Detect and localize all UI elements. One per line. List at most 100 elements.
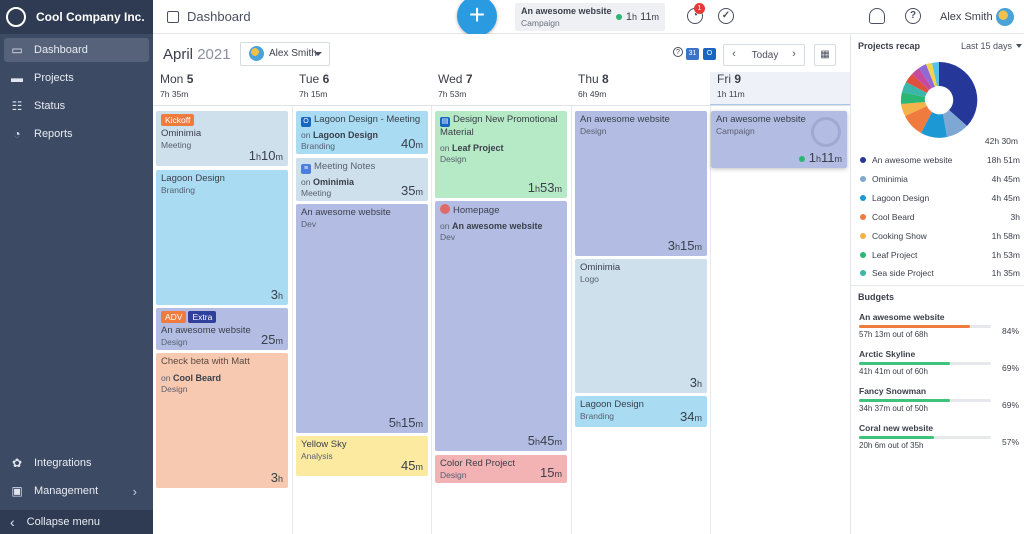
donut-slice-other (926, 63, 937, 87)
today-button[interactable]: Today (751, 50, 779, 61)
event-title: Color Red Project (440, 458, 515, 469)
event-title: Lagoon Design (161, 173, 225, 184)
budgets-title: Budgets (858, 292, 894, 302)
event-card[interactable]: An awesome website Dev 5h15m (296, 204, 428, 433)
duration-minutes: 35 (401, 183, 416, 198)
budget-used: 34h 37m out of 50h (859, 404, 928, 413)
legend-label: Cool Beard (872, 212, 915, 222)
legend-dot-icon (860, 157, 866, 163)
legend-item[interactable]: Sea side Project 1h 35m (860, 268, 1020, 282)
outlook-icon[interactable]: O (703, 48, 716, 60)
event-duration: 34m (680, 409, 702, 424)
event-card[interactable]: Check beta with Matt on Cool Beard Desig… (156, 353, 288, 488)
legend-value: 1h 53m (991, 250, 1020, 260)
company-header[interactable]: Cool Company Inc. (0, 0, 153, 34)
event-card[interactable]: Ominimia Logo 3h (575, 259, 707, 393)
sidebar-item-reports[interactable]: ◔ Reports (4, 122, 149, 146)
help-icon[interactable]: ? (673, 47, 683, 57)
duration-hours: 1 (527, 180, 536, 195)
legend-item[interactable]: Cool Beard 3h (860, 212, 1020, 226)
budget-item[interactable]: An awesome website 57h 13m out of 68h 84… (859, 312, 1019, 346)
legend-item[interactable]: Cooking Show 1h 58m (860, 231, 1020, 245)
event-card[interactable]: O Lagoon Design - Meeting on Lagoon Desig… (296, 111, 428, 154)
google-calendar-icon[interactable]: 31 (686, 48, 699, 60)
next-week-button[interactable]: › (792, 48, 796, 60)
integrations-icon: ✿ (11, 456, 23, 470)
event-on-label: on (301, 130, 311, 140)
avatar[interactable] (996, 8, 1014, 26)
legend-value: 18h 51m (986, 155, 1020, 165)
event-duration: 5h45m (527, 433, 562, 448)
legend-item[interactable]: Lagoon Design 4h 45m (860, 193, 1020, 207)
duration-hours: 5 (527, 433, 536, 448)
previous-week-button[interactable]: ‹ (732, 48, 736, 60)
budget-progress-fill (859, 362, 951, 365)
add-entry-button[interactable]: + (457, 0, 497, 36)
event-title: An awesome website (716, 114, 806, 125)
legend-item[interactable]: Leaf Project 1h 53m (860, 250, 1020, 264)
legend-dot-icon (860, 214, 866, 220)
year-label: 2021 (197, 46, 231, 63)
event-card[interactable]: Kickoff Ominimia Meeting 1h10m (156, 111, 288, 166)
duration-minutes: 45 (401, 458, 416, 473)
budget-item[interactable]: Arctic Skyline 41h 41m out of 60h 69% (859, 349, 1019, 383)
sidebar-item-management[interactable]: ▣ Management › (4, 479, 149, 503)
budget-percent: 69% (1001, 400, 1019, 410)
running-timer[interactable]: An awesome website Campaign 1h 11m (515, 3, 665, 31)
user-name[interactable]: Alex Smith (940, 11, 993, 23)
duration-minutes: 10 (261, 148, 276, 163)
notification-badge: 1 (694, 3, 705, 14)
event-project: Ominimia (312, 177, 354, 187)
user-select-dropdown[interactable]: Alex Smith (240, 42, 330, 66)
asana-icon (440, 204, 450, 214)
event-card[interactable]: An awesome website Design 3h15m (575, 111, 707, 256)
event-card[interactable]: Homepage on An awesome website Dev 5h45m (435, 201, 567, 451)
topbar: Dashboard + An awesome website Campaign … (153, 0, 1024, 36)
event-card-running[interactable]: An awesome website Campaign 1h11m (711, 111, 847, 168)
event-project: Lagoon Design (312, 130, 378, 140)
event-card[interactable]: Color Red Project Design 15m (435, 455, 567, 483)
duration-minutes: 34 (680, 409, 695, 424)
day-number: 7 (465, 72, 473, 86)
tag-badge: ADV (161, 311, 187, 323)
budget-item[interactable]: Fancy Snowman 34h 37m out of 50h 69% (859, 386, 1019, 420)
sidebar-item-dashboard[interactable]: ▭ Dashboard (4, 38, 149, 62)
budget-item[interactable]: Coral new website 20h 6m out of 35h 57% (859, 423, 1019, 457)
event-card[interactable]: ≡ Meeting Notes on Ominimia Meeting 35m (296, 158, 428, 201)
sidebar-item-status[interactable]: ☷ Status (4, 94, 149, 118)
event-on-label: on (301, 177, 311, 187)
day-number: 5 (186, 72, 194, 86)
page-title: Dashboard (187, 9, 251, 24)
calendar-settings-button[interactable]: ▦ (814, 44, 836, 66)
day-total: 1h 11m (717, 89, 745, 99)
legend-item[interactable]: An awesome website 18h 51m (860, 155, 1020, 169)
event-category: Campaign (716, 126, 755, 136)
budget-progress-bar (859, 399, 991, 402)
help-icon[interactable]: ? (905, 8, 921, 24)
donut-slice-other (919, 64, 935, 88)
event-card[interactable]: Lagoon Design Branding 34m (575, 396, 707, 427)
day-number: 6 (322, 72, 330, 86)
sidebar-item-projects[interactable]: ▬ Projects (4, 66, 149, 90)
sidebar-item-integrations[interactable]: ✿ Integrations (4, 451, 149, 475)
period-filter-dropdown[interactable]: Last 15 days (961, 41, 1023, 51)
event-card[interactable]: Lagoon Design Branding 3h (156, 170, 288, 305)
event-title: Design New Promotional Material (440, 114, 558, 138)
event-category: Meeting (161, 140, 192, 150)
legend-item[interactable]: Ominimia 4h 45m (860, 174, 1020, 188)
approve-check-icon[interactable]: ✓ (718, 8, 734, 24)
event-card[interactable]: Yellow Sky Analysis 45m (296, 436, 428, 476)
event-project: An awesome website (451, 221, 543, 231)
event-card[interactable]: ▤ Design New Promotional Material on Leaf… (435, 111, 567, 198)
duration-minutes: 53 (540, 180, 555, 195)
collapse-menu-button[interactable]: ‹ Collapse menu (0, 510, 153, 534)
legend-dot-icon (860, 270, 866, 276)
event-card[interactable]: ADV Extra An awesome website Design 25m (156, 308, 288, 350)
duration-hours: 3 (667, 238, 676, 253)
legend-value: 4h 45m (991, 193, 1020, 203)
event-duration: 25m (261, 332, 283, 347)
duration-minutes: 15 (540, 465, 555, 480)
donut-slice-ominimia (943, 110, 967, 137)
legend-label: Lagoon Design (872, 193, 930, 203)
bell-icon[interactable] (869, 8, 885, 24)
